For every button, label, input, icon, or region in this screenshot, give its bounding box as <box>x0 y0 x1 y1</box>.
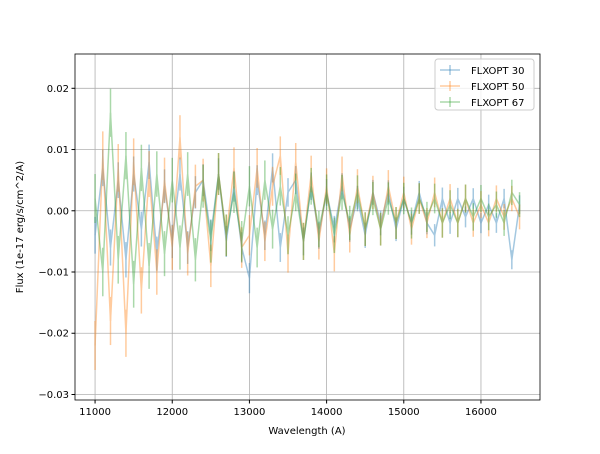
legend-label: FLXOPT 50 <box>471 82 524 93</box>
legend-box <box>434 58 535 111</box>
x-tick-label: 15000 <box>388 407 420 418</box>
series-2 <box>94 88 521 308</box>
x-tick-label: 16000 <box>465 407 497 418</box>
y-tick-label: −0.03 <box>38 390 69 401</box>
series-0 <box>94 144 521 294</box>
y-tick-label: 0.02 <box>47 84 69 95</box>
y-axis-label: Flux (1e-17 erg/s/cm^2/A) <box>15 161 26 293</box>
series-1 <box>94 115 521 370</box>
y-tick-label: −0.01 <box>38 268 69 279</box>
series-line <box>94 112 521 285</box>
series-line <box>94 137 521 346</box>
x-tick-label: 11000 <box>79 407 111 418</box>
legend: FLXOPT 30 FLXOPT 50 FLXOPT 67 <box>434 58 535 111</box>
y-tick-label: 0.01 <box>47 145 69 156</box>
legend-label: FLXOPT 30 <box>471 66 524 77</box>
x-tick-label: 12000 <box>156 407 188 418</box>
y-tick-label: −0.02 <box>38 329 69 340</box>
x-axis-label: Wavelength (A) <box>268 426 345 437</box>
legend-label: FLXOPT 67 <box>471 98 524 109</box>
x-tick-label: 14000 <box>311 407 343 418</box>
x-tick-label: 13000 <box>234 407 266 418</box>
y-tick-label: 0.00 <box>47 206 69 217</box>
plot-frame <box>74 53 541 401</box>
series-line <box>94 161 521 279</box>
